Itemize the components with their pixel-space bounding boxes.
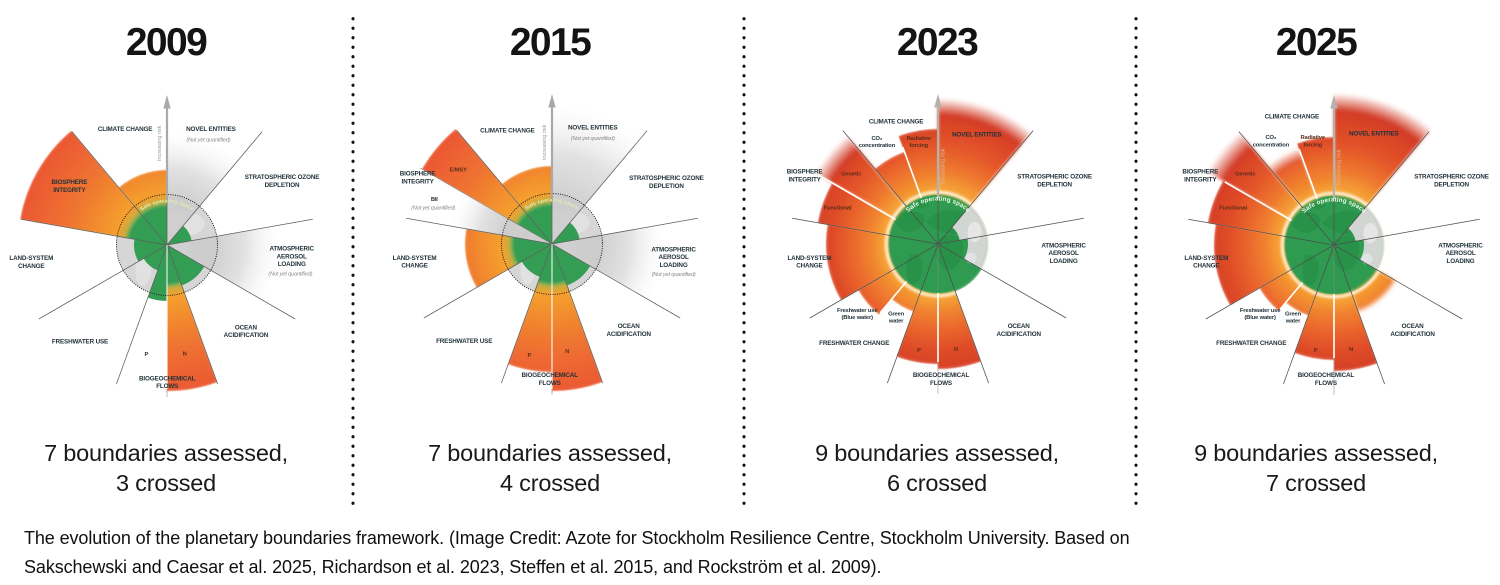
svg-text:BII: BII [430,197,437,203]
svg-text:P: P [144,352,148,358]
svg-text:CLIMATE CHANGE: CLIMATE CHANGE [480,127,534,134]
svg-text:Freshwater use(Blue water): Freshwater use (Blue water) [1239,307,1280,320]
svg-text:Increasing risk: Increasing risk [156,125,162,161]
svg-text:Increasing risk: Increasing risk [940,148,946,184]
svg-text:Functional: Functional [1219,205,1247,211]
svg-text:N: N [953,346,957,352]
svg-text:N: N [1348,346,1352,352]
svg-text:NOVEL ENTITIES: NOVEL ENTITIES [1349,130,1399,137]
svg-text:(Not yet quantified): (Not yet quantified) [651,272,695,278]
svg-text:FRESHWATER USE: FRESHWATER USE [436,337,492,344]
svg-text:P: P [1313,347,1317,353]
svg-text:FRESHWATER CHANGE: FRESHWATER CHANGE [1216,339,1286,346]
svg-text:Genetic: Genetic [1235,171,1256,177]
svg-text:P: P [527,352,531,358]
svg-text:NOVEL ENTITIES: NOVEL ENTITIES [568,124,618,131]
svg-text:N: N [565,349,569,355]
svg-text:CLIMATE CHANGE: CLIMATE CHANGE [97,126,151,133]
svg-text:(Not yet quantified): (Not yet quantified) [570,135,614,141]
svg-text:CLIMATE CHANGE: CLIMATE CHANGE [868,118,922,125]
svg-text:P: P [916,347,920,353]
svg-text:NOVEL ENTITIES: NOVEL ENTITIES [186,126,236,133]
svg-text:E/MSY: E/MSY [449,167,467,173]
svg-text:Freshwater use(Blue water): Freshwater use (Blue water) [836,307,877,320]
svg-text:N: N [182,351,186,357]
svg-text:(Not yet quantified): (Not yet quantified) [411,205,455,211]
svg-text:Increasing risk: Increasing risk [541,124,547,160]
svg-text:Functional: Functional [823,205,851,211]
svg-text:FRESHWATER CHANGE: FRESHWATER CHANGE [819,339,889,346]
svg-text:(Not yet quantified): (Not yet quantified) [186,138,230,144]
svg-text:FRESHWATER USE: FRESHWATER USE [51,339,107,346]
svg-text:NOVEL ENTITIES: NOVEL ENTITIES [952,131,1002,138]
svg-text:Increasing risk: Increasing risk [1336,149,1342,185]
svg-text:Genetic: Genetic [841,171,862,177]
svg-text:(Not yet quantified): (Not yet quantified) [268,272,312,278]
svg-text:CLIMATE CHANGE: CLIMATE CHANGE [1264,113,1318,120]
